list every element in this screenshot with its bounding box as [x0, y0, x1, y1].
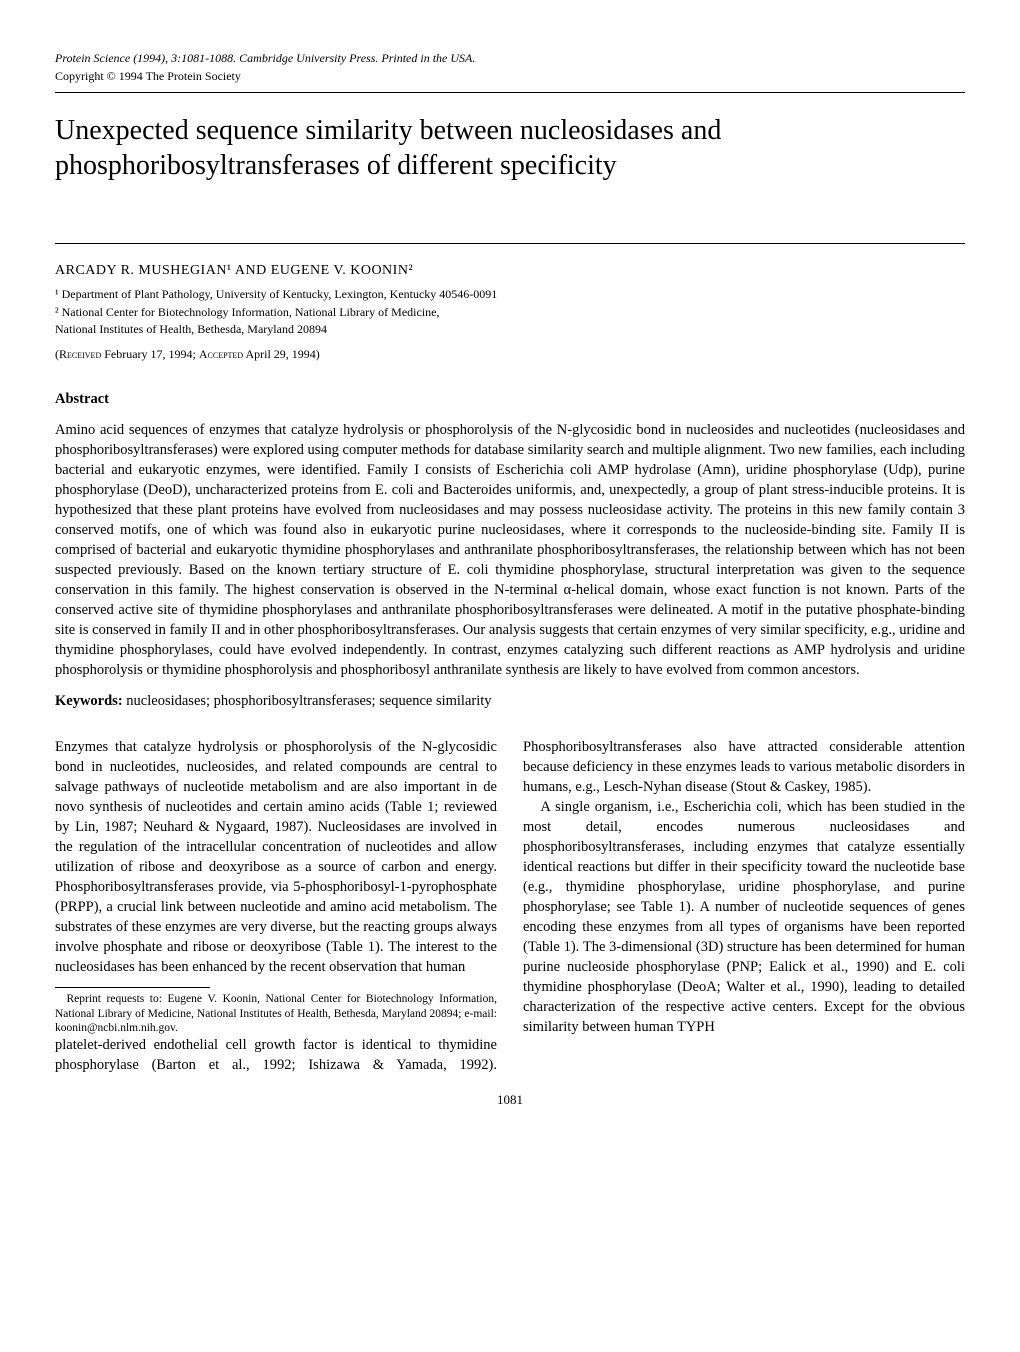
top-rule: [55, 92, 965, 93]
abstract-body: Amino acid sequences of enzymes that cat…: [55, 420, 965, 680]
title-rule: [55, 243, 965, 244]
accepted-date: April 29, 1994): [243, 347, 320, 361]
authors: ARCADY R. MUSHEGIAN¹ AND EUGENE V. KOONI…: [55, 262, 965, 281]
body-columns: Enzymes that catalyze hydrolysis or phos…: [55, 737, 965, 1075]
footnote-separator: [55, 987, 210, 988]
abstract-heading: Abstract: [55, 390, 965, 410]
reprint-footnote: Reprint requests to: Eugene V. Koonin, N…: [55, 992, 497, 1035]
affiliation-2: ² National Center for Biotechnology Info…: [55, 305, 965, 321]
accepted-label: Accepted: [199, 347, 243, 361]
affiliation-1: ¹ Department of Plant Pathology, Univers…: [55, 287, 965, 303]
body-paragraph-3: A single organism, i.e., Escherichia col…: [523, 797, 965, 1037]
affiliation-2b: National Institutes of Health, Bethesda,…: [55, 322, 965, 338]
page-number: 1081: [55, 1091, 965, 1109]
keywords-line: Keywords: nucleosidases; phosphoribosylt…: [55, 692, 965, 712]
keywords-text: nucleosidases; phosphoribosyltransferase…: [123, 693, 492, 709]
body-paragraph-1: Enzymes that catalyze hydrolysis or phos…: [55, 737, 497, 977]
copyright-line: Copyright © 1994 The Protein Society: [55, 68, 965, 84]
received-line: (Received February 17, 1994; Accepted Ap…: [55, 346, 965, 362]
journal-citation: Protein Science (1994), 3:1081-1088. Cam…: [55, 50, 965, 66]
article-title: Unexpected sequence similarity between n…: [55, 113, 965, 183]
received-label: (Received: [55, 347, 101, 361]
keywords-label: Keywords:: [55, 693, 123, 709]
received-date: February 17, 1994;: [101, 347, 199, 361]
